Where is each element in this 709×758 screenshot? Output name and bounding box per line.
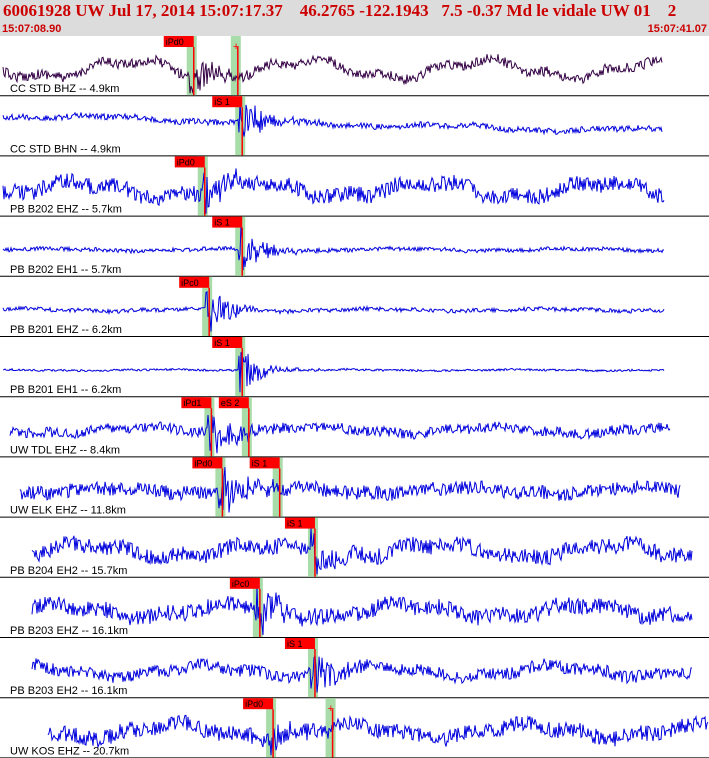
pick-label: iPc0: [181, 278, 199, 288]
trace-row: iS 1 PB B204 EH2 -- 15.7km: [0, 517, 709, 578]
pick-label-box: [179, 276, 210, 288]
waveform-trace: [2, 102, 663, 137]
event-title: 60061928 UW Jul 17, 2014 15:07:17.37 46.…: [3, 1, 677, 20]
pick-plus: +: [233, 41, 239, 53]
pick-label-box: [181, 397, 212, 409]
pick-label: iS 1: [287, 519, 303, 529]
trace-row: iPd0 PB B202 EHZ -- 5.7km: [0, 156, 709, 217]
pick-label-box: [212, 337, 243, 348]
header-bar: 60061928 UW Jul 17, 2014 15:07:17.37 46.…: [0, 0, 709, 36]
pick-band: [307, 517, 318, 577]
station-label: CC STD BHZ -- 4.9km: [10, 83, 119, 95]
waveform-trace: [31, 653, 692, 693]
pick-label-box: [284, 638, 315, 649]
waveform-trace: [47, 714, 709, 756]
waveform-trace: [2, 54, 663, 94]
pick-label-box: [249, 457, 280, 469]
trace-row: iPd0 + CC STD BHZ -- 4.9km: [0, 36, 709, 97]
pick-band: [266, 698, 277, 758]
pick-label: iS 1: [214, 338, 230, 348]
station-label: PB B203 EHZ -- 16.1km: [10, 625, 128, 637]
pick-label-box: [284, 517, 315, 529]
station-label: PB B203 EH2 -- 16.1km: [10, 685, 127, 697]
station-label: PB B202 EHZ -- 5.7km: [10, 204, 122, 216]
pick-band: [186, 36, 197, 96]
start-time-label: 15:07:08.90: [2, 23, 62, 35]
end-time-label: 15:07:41.07: [647, 23, 707, 35]
waveform-trace: [2, 224, 665, 271]
station-label: UW ELK EHZ -- 11.8km: [10, 505, 126, 517]
pick-label-box: [218, 397, 249, 409]
trace-row: iS 1 PB B202 EH1 -- 5.7km: [0, 216, 709, 277]
pick-band: [235, 96, 246, 156]
pick-label-box: [212, 96, 243, 108]
waveform-trace: [31, 585, 693, 636]
station-label: UW TDL EHZ -- 8.4km: [10, 444, 120, 456]
pick-label: iS 1: [214, 218, 230, 228]
station-label: PB B204 EH2 -- 15.7km: [10, 565, 127, 577]
waveform-trace: [9, 415, 671, 454]
trace-row: iPc0 PB B203 EHZ -- 16.1km: [0, 577, 709, 638]
pick-label-box: [212, 216, 243, 228]
station-label: UW KOS EHZ -- 20.7km: [10, 745, 129, 757]
trace-row: iPd0 iS 1 UW ELK EHZ -- 11.8km: [0, 457, 709, 518]
station-label: PB B201 EHZ -- 6.2km: [10, 324, 122, 336]
waveform-trace: [31, 527, 693, 575]
trace-row: iPd0 + UW KOS EHZ -- 20.7km: [0, 698, 709, 758]
trace-row: iS 1 PB B201 EH1 -- 6.2km: [0, 337, 709, 398]
pick-label: iS 1: [252, 458, 268, 468]
pick-label-box: [174, 156, 205, 168]
waveform-trace: [19, 467, 681, 513]
station-label: PB B202 EH1 -- 5.7km: [10, 264, 121, 276]
pick-band: [230, 36, 241, 96]
waveform-trace: [2, 168, 665, 214]
pick-band: [241, 397, 252, 457]
trace-row: iPc0 PB B201 EHZ -- 6.2km: [0, 276, 709, 337]
trace-row: iPd1 eS 2 UW TDL EHZ -- 8.4km: [0, 397, 709, 458]
pick-label-box: [243, 698, 274, 710]
pick-label: iPd0: [166, 37, 184, 47]
pick-band: [325, 698, 336, 758]
pick-label-box: [229, 577, 260, 589]
pick-label-box: [163, 36, 194, 47]
pick-band: [215, 457, 226, 517]
seismogram-panel: iPd0 + CC STD BHZ -- 4.9km iS 1 CC STD BHN -…: [0, 36, 709, 758]
waveform-trace: [2, 290, 665, 332]
trace-row: iS 1 PB B203 EH2 -- 16.1km: [0, 638, 709, 699]
pick-label: iPd1: [183, 398, 201, 408]
pick-label: iS 1: [287, 639, 303, 649]
pick-label-box: [192, 457, 223, 469]
pick-label: iPd0: [245, 699, 263, 709]
pick-plus: +: [328, 703, 334, 715]
pick-label: iS 1: [214, 97, 230, 107]
pick-label: eS 2: [221, 398, 240, 408]
waveform-trace: [2, 352, 665, 393]
station-label: PB B201 EH1 -- 6.2km: [10, 384, 121, 396]
pick-label: iPc0: [232, 579, 250, 589]
trace-row: iS 1 CC STD BHN -- 4.9km: [0, 96, 709, 157]
station-label: CC STD BHN -- 4.9km: [10, 143, 121, 155]
pick-label: iPd0: [194, 458, 212, 468]
pick-label: iPd0: [177, 157, 195, 167]
